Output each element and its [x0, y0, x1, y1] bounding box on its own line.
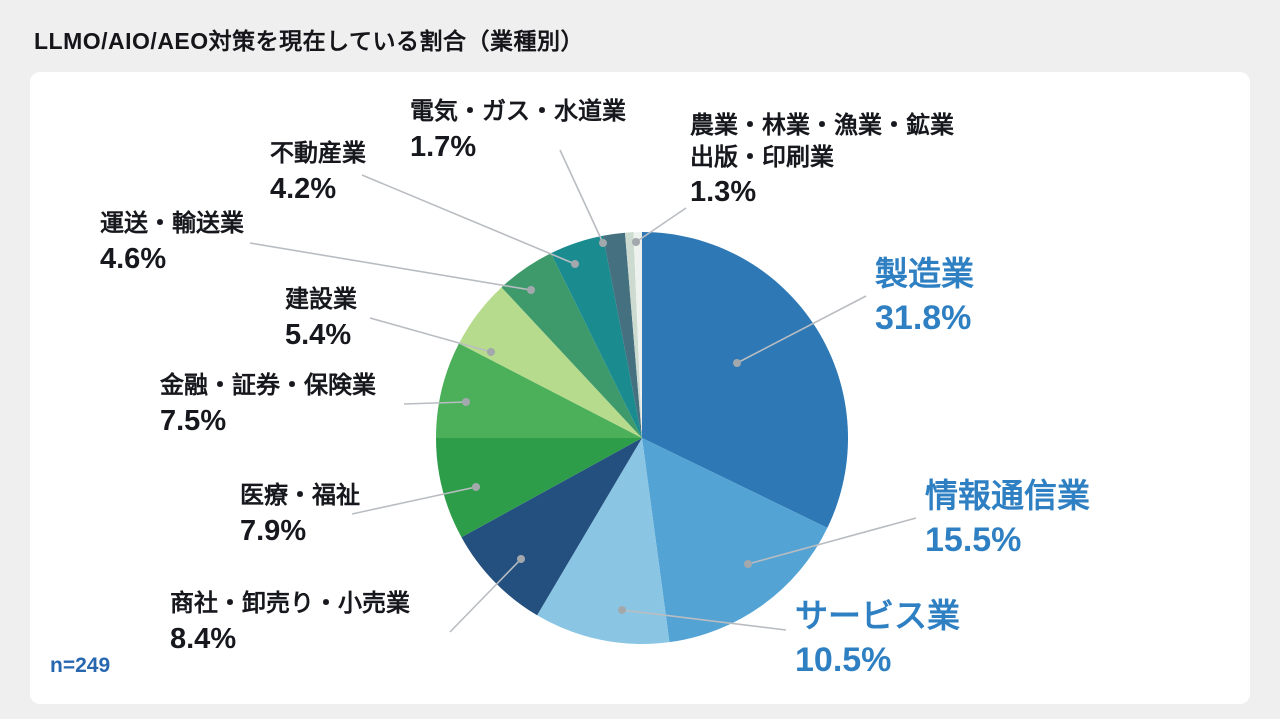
label-trading-wholesale-retail: 商社・卸売り・小売業 8.4%	[170, 588, 410, 658]
industry-pct: 31.8%	[875, 298, 972, 337]
industry-name: 医療・福祉	[240, 482, 360, 509]
industry-pct: 4.2%	[270, 172, 337, 205]
leader-line-4	[351, 486, 477, 515]
leader-line-5	[403, 401, 467, 405]
leader-dot-1	[744, 560, 752, 568]
industry-pct: 4.6%	[100, 242, 167, 275]
leader-dot-9	[599, 239, 607, 247]
pie-slice-6	[458, 287, 642, 438]
leader-line-2	[621, 609, 787, 631]
leader-line-9	[559, 149, 604, 244]
industry-name: 農業・林業・漁業・鉱業	[690, 112, 954, 139]
leader-dot-8	[571, 260, 579, 268]
industry-name: 運送・輸送業	[100, 210, 244, 237]
pie-slice-4	[436, 438, 642, 538]
industry-name: サービス業	[795, 597, 960, 634]
industry-name: 建設業	[285, 286, 357, 313]
sample-size-label: n=249	[50, 654, 111, 677]
pie-slice-0	[642, 232, 849, 528]
chart-title: LLMO/AIO/AEO対策を現在している割合（業種別）	[34, 28, 584, 54]
label-electricity-gas-water: 電気・ガス・水道業 1.7%	[410, 96, 626, 166]
label-agriculture-publishing: 農業・林業・漁業・鉱業 出版・印刷業 1.3%	[690, 110, 954, 212]
industry-name-2: 出版・印刷業	[690, 143, 834, 171]
label-real-estate: 不動産業 4.2%	[270, 138, 366, 208]
industry-pct: 7.9%	[240, 514, 307, 547]
leader-line-10	[635, 207, 687, 243]
industry-name: 情報通信業	[925, 477, 1090, 514]
industry-pct: 1.3%	[690, 176, 757, 209]
leader-dot-4	[472, 483, 480, 491]
label-construction: 建設業 5.4%	[285, 284, 357, 354]
label-finance-securities-insurance: 金融・証券・保険業 7.5%	[160, 370, 376, 440]
industry-name: 電気・ガス・水道業	[410, 98, 626, 125]
leader-line-1	[747, 517, 917, 565]
industry-name: 商社・卸売り・小売業	[170, 590, 410, 617]
industry-name: 金融・証券・保険業	[160, 372, 376, 399]
label-transport: 運送・輸送業 4.6%	[100, 208, 244, 278]
pie-slice-10-0	[624, 232, 642, 438]
leader-line-0	[736, 295, 867, 364]
industry-pct: 15.5%	[925, 520, 1022, 559]
industry-name: 不動産業	[270, 140, 366, 167]
leader-dot-0	[733, 359, 741, 367]
leader-dot-10	[632, 238, 640, 246]
leader-line-7	[249, 242, 532, 291]
leader-dot-7	[527, 286, 535, 294]
pie-slice-5	[436, 343, 642, 438]
pie-slice-10-1	[633, 232, 642, 438]
leader-dot-5	[462, 398, 470, 406]
pie-slice-3	[461, 438, 642, 616]
pie-slice-2	[537, 438, 670, 645]
industry-name: 製造業	[875, 255, 974, 292]
industry-pct: 7.5%	[160, 404, 227, 437]
leader-dot-2	[618, 606, 626, 614]
leader-line-3	[449, 558, 522, 633]
pie-slice-9	[602, 232, 642, 438]
leader-dot-6	[487, 348, 495, 356]
pie-slice-8	[550, 235, 642, 438]
industry-pct: 10.5%	[795, 640, 892, 679]
label-manufacturing: 製造業 31.8%	[875, 252, 974, 340]
leader-line-6	[369, 317, 492, 353]
pie-slice-7	[501, 253, 642, 438]
leader-dot-3	[517, 555, 525, 563]
label-services: サービス業 10.5%	[795, 594, 960, 682]
industry-pct: 5.4%	[285, 318, 352, 351]
industry-pct: 8.4%	[170, 622, 237, 655]
label-medical-welfare: 医療・福祉 7.9%	[240, 480, 360, 550]
pie-slice-1	[642, 438, 828, 643]
leader-line-8	[361, 174, 576, 265]
industry-pct: 1.7%	[410, 130, 477, 163]
label-information-communications: 情報通信業 15.5%	[925, 474, 1090, 562]
